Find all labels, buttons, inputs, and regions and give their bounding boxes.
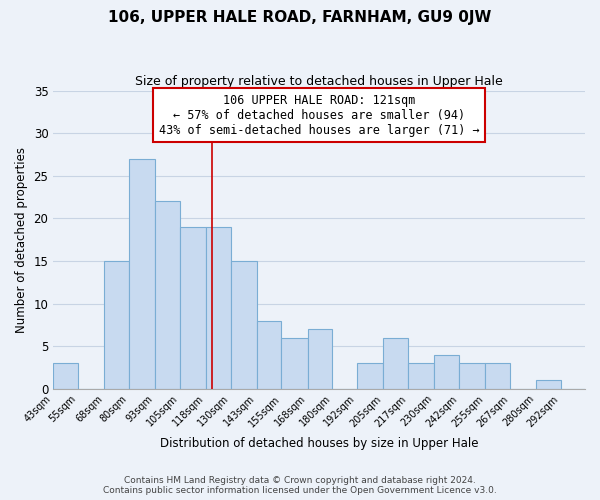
Bar <box>230 261 257 389</box>
Bar <box>281 338 308 389</box>
Title: Size of property relative to detached houses in Upper Hale: Size of property relative to detached ho… <box>135 75 503 88</box>
Bar <box>206 227 230 389</box>
Text: Contains HM Land Registry data © Crown copyright and database right 2024.
Contai: Contains HM Land Registry data © Crown c… <box>103 476 497 495</box>
Bar <box>408 363 434 389</box>
Bar <box>308 329 332 389</box>
Bar <box>155 202 179 389</box>
Bar <box>485 363 509 389</box>
Bar <box>257 320 281 389</box>
Text: 106, UPPER HALE ROAD, FARNHAM, GU9 0JW: 106, UPPER HALE ROAD, FARNHAM, GU9 0JW <box>109 10 491 25</box>
Bar <box>434 354 458 389</box>
Bar <box>536 380 560 389</box>
Y-axis label: Number of detached properties: Number of detached properties <box>15 146 28 332</box>
Bar <box>179 227 206 389</box>
Bar <box>53 363 78 389</box>
X-axis label: Distribution of detached houses by size in Upper Hale: Distribution of detached houses by size … <box>160 437 478 450</box>
Bar <box>104 261 128 389</box>
Text: 106 UPPER HALE ROAD: 121sqm
← 57% of detached houses are smaller (94)
43% of sem: 106 UPPER HALE ROAD: 121sqm ← 57% of det… <box>159 94 479 136</box>
Bar <box>128 158 155 389</box>
Bar <box>458 363 485 389</box>
Bar <box>357 363 383 389</box>
Bar <box>383 338 408 389</box>
